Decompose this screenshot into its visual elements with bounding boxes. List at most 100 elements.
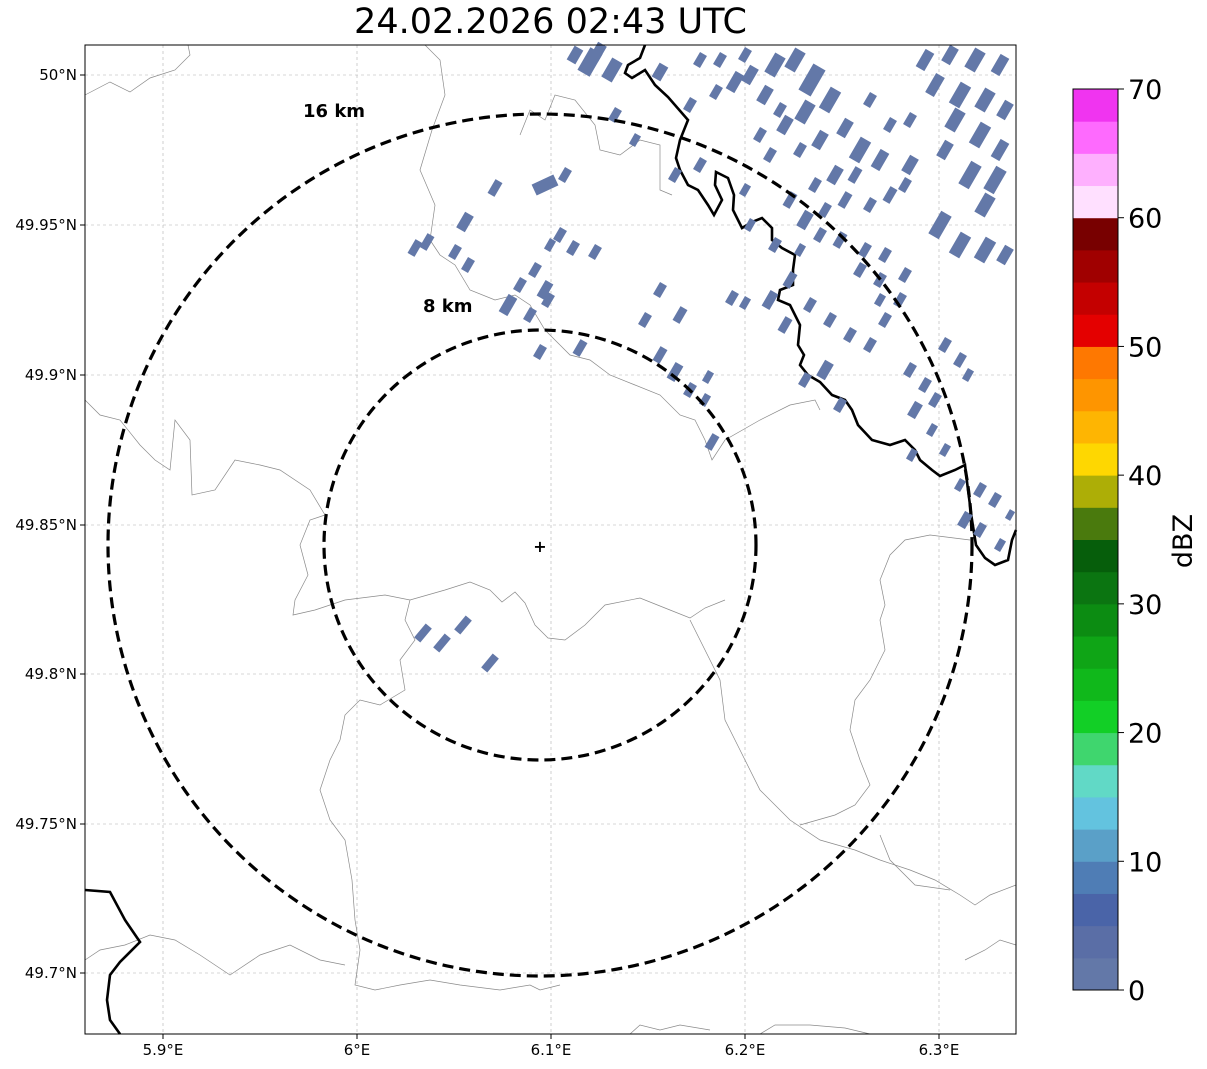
echo-cell	[725, 70, 745, 94]
echo-cell	[738, 296, 752, 310]
echo-cell	[794, 99, 816, 125]
echo-cell	[668, 166, 682, 184]
echo-cell	[407, 239, 423, 257]
echo-cell	[974, 192, 996, 218]
colorbar-segment	[1073, 861, 1118, 894]
lon-label-6.0: 6°E	[344, 1041, 371, 1059]
echo-cell	[925, 423, 939, 437]
colorbar-ticks: 0 10 20 30 40 50 60 70	[1118, 75, 1162, 1007]
colorbar-segment	[1073, 475, 1118, 508]
echo-cell	[973, 521, 987, 539]
echo-cell	[456, 211, 474, 233]
echo-cell	[832, 231, 848, 249]
echo-cell	[572, 339, 588, 357]
echo-cell	[419, 233, 435, 251]
lon-label-6.2: 6.2°E	[725, 1041, 766, 1059]
echo-cell	[763, 146, 777, 164]
echo-cell	[873, 293, 887, 307]
colorbar-segment	[1073, 378, 1118, 412]
echo-cell	[481, 653, 499, 673]
echo-cell	[653, 281, 667, 299]
echo-cell	[608, 106, 622, 124]
echo-cell	[666, 361, 684, 383]
echo-cell	[816, 359, 834, 381]
echo-cell	[953, 478, 967, 492]
colorbar-segment	[1073, 507, 1118, 540]
colorbar-tick-label: 70	[1128, 75, 1162, 106]
colorbar-tick-label: 30	[1128, 590, 1162, 621]
echo-cell	[782, 271, 798, 289]
colorbar	[1073, 89, 1118, 991]
echo-cell	[693, 156, 707, 174]
echo-cell	[847, 166, 863, 184]
echo-cell	[558, 166, 572, 184]
colorbar-segment	[1073, 571, 1118, 605]
echo-cell	[848, 136, 872, 164]
echo-cell	[903, 111, 917, 129]
echo-cell	[915, 48, 935, 72]
colorbar-segment	[1073, 282, 1118, 315]
echo-cell	[498, 293, 518, 317]
colorbar-segment	[1073, 346, 1118, 380]
lat-label-49.75: 49.75°N	[15, 815, 77, 833]
map-area	[85, 45, 1016, 1034]
colorbar-segment	[1073, 249, 1118, 283]
echo-cell	[454, 615, 472, 635]
echo-cell	[988, 491, 1002, 509]
echo-cell	[741, 64, 759, 86]
colorbar-tick-label: 10	[1128, 847, 1162, 878]
colorbar-tick-label: 0	[1128, 976, 1145, 1007]
echo-cell	[793, 141, 807, 159]
echo-cell	[944, 107, 966, 133]
colorbar-segment	[1073, 732, 1118, 766]
echo-cell	[870, 148, 890, 172]
echo-cell	[566, 45, 584, 65]
echo-cell	[925, 72, 945, 98]
echo-cell	[974, 87, 996, 113]
echo-cell	[777, 316, 793, 334]
echo-cell	[918, 376, 932, 394]
echo-cell	[652, 346, 668, 364]
colorbar-label: dBZ	[1168, 514, 1199, 568]
echo-cell	[738, 183, 752, 197]
colorbar-segment	[1073, 314, 1118, 347]
echo-cell	[773, 101, 787, 119]
range-rings	[106, 112, 974, 978]
echo-cell	[811, 129, 829, 151]
colorbar-segment	[1073, 185, 1118, 219]
lat-label-49.85: 49.85°N	[15, 516, 77, 534]
echo-cell	[683, 96, 697, 114]
echo-cell	[883, 116, 897, 134]
echo-cell	[983, 165, 1007, 195]
echo-cell	[996, 244, 1014, 266]
echo-cell	[936, 139, 954, 161]
echo-cell	[588, 243, 602, 261]
echo-cell	[901, 154, 919, 176]
echo-cell	[996, 99, 1014, 121]
echo-cell	[878, 246, 892, 264]
echo-cell	[993, 538, 1007, 552]
echo-cell	[701, 370, 715, 384]
colorbar-frame	[1072, 88, 1119, 991]
echo-cell	[858, 241, 872, 259]
echo-cell	[863, 336, 877, 354]
echo-cell	[725, 289, 739, 307]
echo-cell	[836, 117, 854, 139]
echo-cell	[905, 448, 919, 462]
echo-cell	[818, 201, 832, 219]
gridlines	[85, 45, 1016, 1034]
echo-cell	[756, 84, 774, 106]
echo-cell	[533, 343, 547, 361]
echo-cell	[928, 391, 942, 409]
echo-cell	[898, 176, 912, 194]
echo-cell	[761, 289, 779, 311]
lat-label-49.95: 49.95°N	[15, 216, 77, 234]
colorbar-segment	[1073, 410, 1118, 444]
plot-title: 24.02.2026 02:43 UTC	[354, 2, 747, 42]
echo-cell	[628, 133, 642, 147]
lat-label-50.0: 50°N	[39, 66, 77, 84]
echo-cell	[651, 62, 669, 82]
echo-cell	[843, 326, 857, 344]
echo-cell	[528, 261, 542, 279]
echo-cell	[536, 279, 554, 301]
